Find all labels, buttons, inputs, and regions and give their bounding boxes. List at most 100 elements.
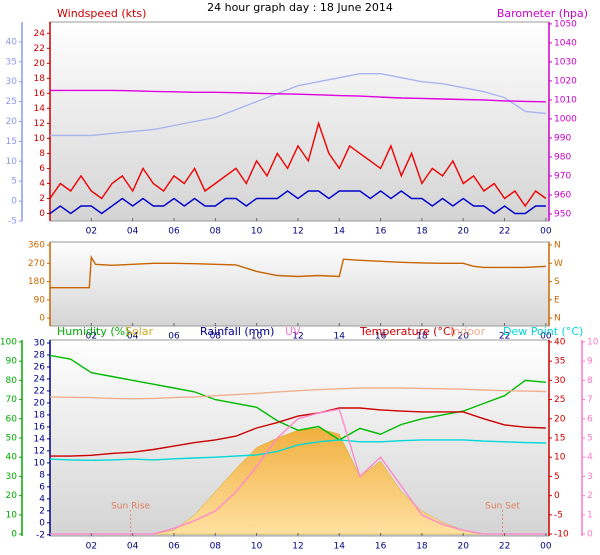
y-tick-label: 14 — [34, 434, 46, 444]
y-tick-label: 0 — [39, 209, 45, 219]
x-tick-label: 14 — [334, 227, 346, 237]
x-tick-label: 20 — [458, 542, 470, 552]
y-tick-label: 1020 — [554, 76, 577, 86]
y-tick-label: 40 — [554, 337, 566, 347]
y-tick-label: 8 — [587, 376, 593, 386]
series-line — [50, 89, 546, 103]
y-tick-label: 0 — [11, 197, 17, 207]
y-tick-label: 50 — [6, 434, 18, 444]
y-tick-label: 4 — [39, 179, 45, 189]
y-tick-label: 70 — [6, 395, 18, 405]
x-tick-label: 08 — [210, 542, 222, 552]
y-tick-label: 20 — [34, 59, 46, 69]
y-tick-label: 6 — [39, 164, 45, 174]
x-tick-label: 22 — [499, 542, 510, 552]
y-tick-label: 2 — [39, 506, 45, 516]
y-tick-label: S — [554, 277, 560, 287]
y-tick-label: 20 — [6, 117, 18, 127]
y-tick-label: 30 — [554, 376, 566, 386]
x-tick-label: 20 — [458, 332, 470, 342]
y-tick-label: 60 — [6, 414, 18, 424]
y-tick-label: N — [554, 314, 561, 324]
y-tick-label: 12 — [34, 119, 45, 129]
series-line — [50, 254, 546, 289]
y-tick-label: 8 — [39, 149, 45, 159]
y-tick-label: 15 — [554, 434, 565, 444]
y-tick-label: 16 — [34, 89, 46, 99]
y-tick-label: 0 — [39, 518, 45, 528]
y-tick-label: 950 — [554, 209, 571, 219]
y-tick-label: 15 — [6, 137, 17, 147]
x-tick-label: 10 — [251, 542, 263, 552]
x-tick-label: 04 — [127, 332, 139, 342]
y-tick-label: 1030 — [554, 57, 577, 67]
x-tick-label: 08 — [210, 227, 222, 237]
y-tick-label: 20 — [554, 414, 566, 424]
y-tick-label: 40 — [6, 453, 18, 463]
y-tick-label: 3 — [587, 472, 593, 482]
y-tick-label: 9 — [587, 357, 593, 367]
x-tick-label: 04 — [127, 227, 139, 237]
x-tick-label: 02 — [86, 227, 97, 237]
series-line — [49, 387, 546, 400]
x-tick-label: 02 — [86, 332, 97, 342]
y-tick-label: 26 — [34, 362, 46, 372]
y-tick-label: 1010 — [554, 95, 577, 105]
y-tick-label: 35 — [554, 357, 565, 367]
annotation: Sun Rise — [111, 502, 150, 512]
y-tick-label: 20 — [34, 398, 46, 408]
y-tick-label: 10 — [34, 458, 46, 468]
y-tick-label: 24 — [34, 374, 46, 384]
y-tick-label: E — [554, 295, 560, 305]
series-line — [49, 121, 547, 208]
x-tick-label: 02 — [86, 542, 97, 552]
y-tick-label: 18 — [34, 74, 46, 84]
x-tick-label: 22 — [499, 332, 510, 342]
x-tick-label: 18 — [416, 332, 428, 342]
y-tick-label: 0 — [11, 530, 17, 540]
x-tick-label: 16 — [375, 227, 387, 237]
y-tick-label: 0 — [587, 530, 593, 540]
y-tick-label: 22 — [34, 386, 45, 396]
chart-title: 24 hour graph day : 18 June 2014 — [207, 1, 393, 14]
y-tick-label: 1000 — [554, 114, 577, 124]
y-tick-label: 8 — [39, 470, 45, 480]
y-tick-label: 360 — [28, 241, 45, 251]
y-tick-label: 90 — [6, 357, 18, 367]
x-tick-label: 16 — [375, 332, 387, 342]
y-tick-label: 0 — [39, 314, 45, 324]
y-tick-label: 1050 — [554, 19, 577, 29]
header-label: Indoor — [450, 325, 486, 338]
y-tick-label: 90 — [34, 295, 46, 305]
x-tick-label: 06 — [168, 332, 180, 342]
y-tick-label: 4 — [39, 494, 45, 504]
x-tick-label: 16 — [375, 542, 387, 552]
y-tick-label: 5 — [587, 434, 593, 444]
x-tick-label: 18 — [416, 542, 428, 552]
y-tick-label: 80 — [6, 376, 18, 386]
y-tick-label: 4 — [587, 453, 593, 463]
y-tick-label: 40 — [6, 37, 18, 47]
plot-area — [49, 241, 550, 327]
x-tick-label: 06 — [168, 542, 180, 552]
x-tick-label: 12 — [292, 227, 303, 237]
x-tick-label: 08 — [210, 332, 222, 342]
y-tick-label: 30 — [6, 472, 18, 482]
y-tick-label: 10 — [6, 510, 18, 520]
y-tick-label: 14 — [34, 104, 46, 114]
header-label: Temperature (°C) — [359, 325, 455, 338]
y-tick-label: 1 — [587, 510, 593, 520]
y-tick-label: 5 — [554, 472, 560, 482]
header-label: UV — [285, 325, 301, 338]
y-tick-label: 6 — [39, 482, 45, 492]
series-line — [49, 354, 546, 441]
y-tick-label: 12 — [34, 446, 45, 456]
x-tick-label: 20 — [458, 227, 470, 237]
y-tick-label: 2 — [39, 194, 45, 204]
x-tick-label: 00 — [540, 332, 552, 342]
x-tick-label: 06 — [168, 227, 180, 237]
header-label: Solar — [125, 325, 154, 338]
y-tick-label: 180 — [28, 277, 45, 287]
